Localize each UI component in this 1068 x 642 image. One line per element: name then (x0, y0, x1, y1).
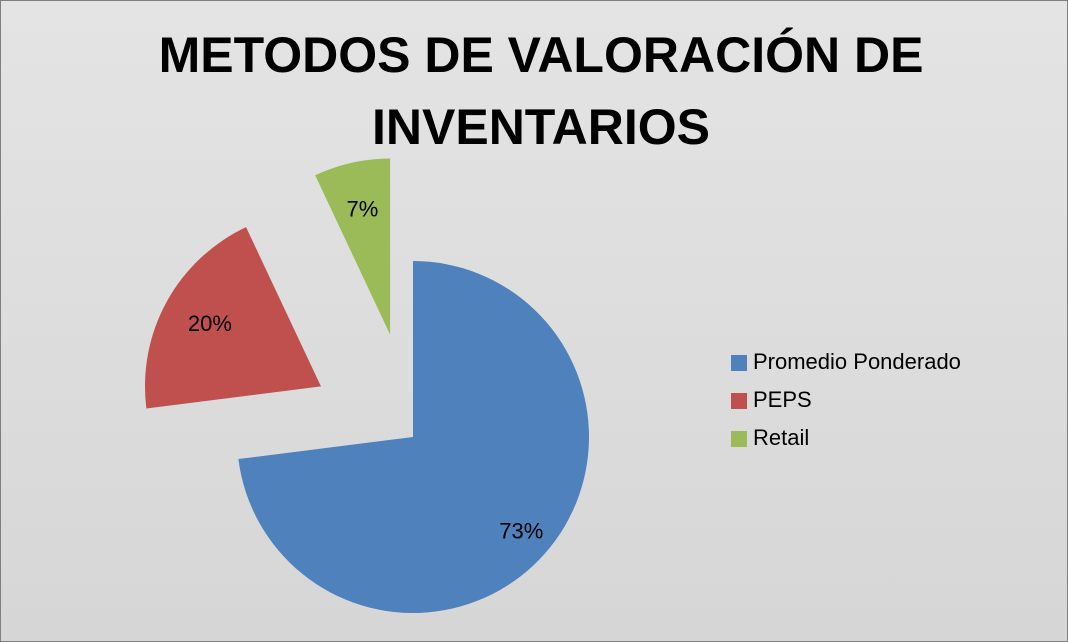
legend-swatch (731, 393, 747, 409)
legend-swatch (731, 431, 747, 447)
chart-title: METODOS DE VALORACIÓN DE INVENTARIOS (158, 27, 924, 155)
legend-label: PEPS (753, 387, 812, 412)
legend-swatch (731, 355, 747, 371)
pie-slice (315, 158, 391, 335)
data-label: 20% (188, 311, 232, 336)
legend-label: Retail (753, 425, 809, 450)
pie-slice (144, 227, 321, 409)
data-label: 7% (347, 197, 379, 222)
legend-label: Promedio Ponderado (753, 349, 961, 374)
data-label: 73% (499, 518, 543, 543)
pie-slice (238, 261, 589, 614)
